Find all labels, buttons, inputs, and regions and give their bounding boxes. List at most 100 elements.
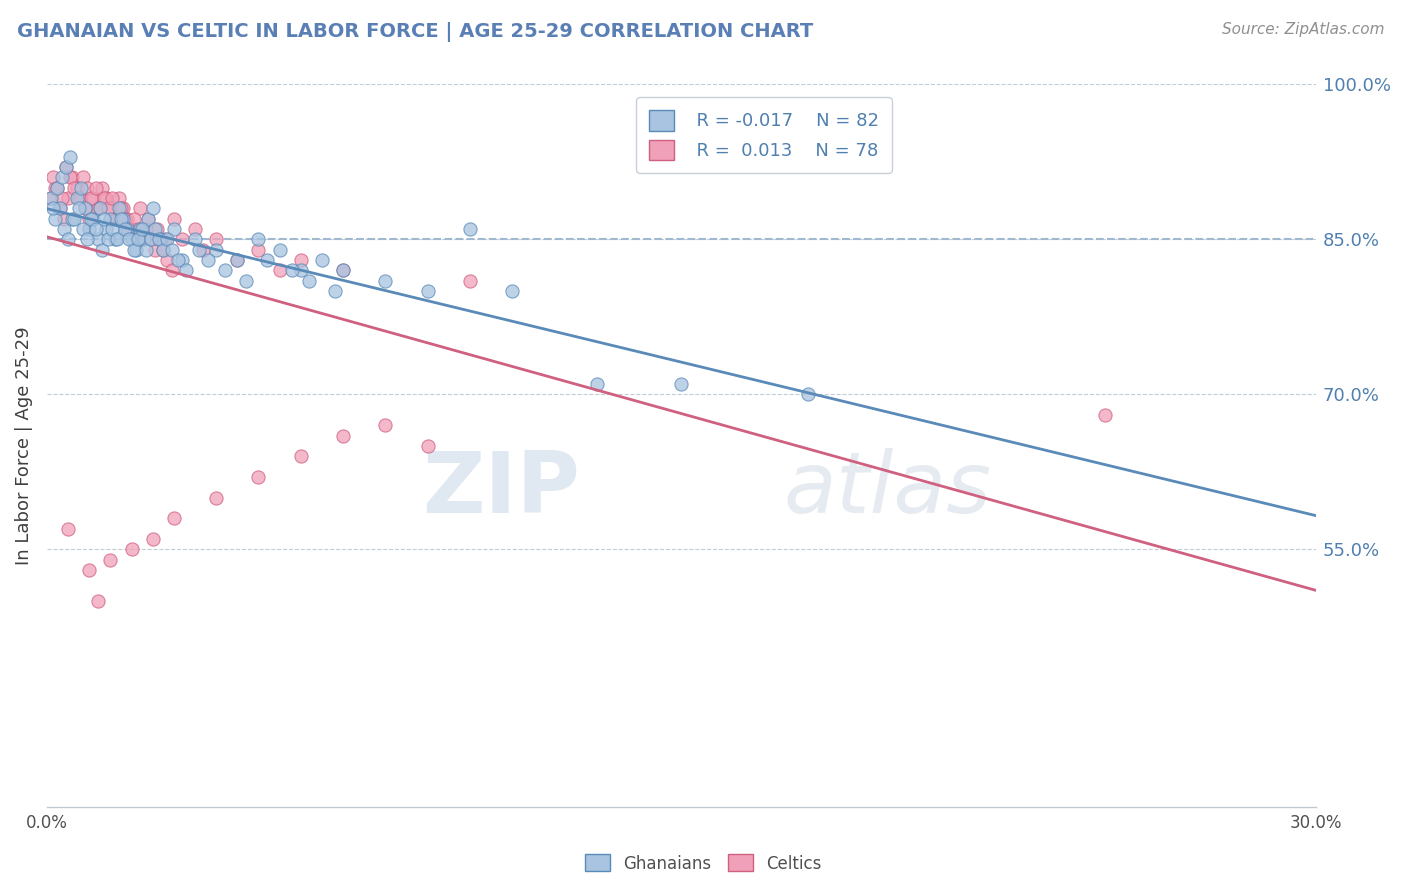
Point (129, 222, 152, 236)
Point (103, 232, 125, 246)
Point (80, 211, 103, 226)
Point (118, 222, 141, 236)
Text: Source: ZipAtlas.com: Source: ZipAtlas.com (1222, 22, 1385, 37)
Point (247, 232, 270, 246)
Point (101, 191, 124, 205)
Point (121, 222, 143, 236)
Point (135, 243, 157, 257)
Point (103, 211, 125, 226)
Point (94, 222, 117, 236)
Point (72, 170, 94, 185)
Point (105, 232, 128, 246)
Point (76, 232, 98, 246)
Point (226, 253, 249, 268)
Point (184, 232, 207, 246)
Point (60, 211, 83, 226)
Point (138, 211, 160, 226)
Point (160, 263, 183, 277)
Point (51, 191, 73, 205)
Point (46, 180, 69, 194)
Point (172, 253, 194, 268)
Point (148, 232, 170, 246)
Point (256, 253, 278, 268)
Point (72, 222, 94, 236)
Point (148, 232, 170, 246)
Point (586, 376, 609, 391)
Point (77, 222, 100, 236)
Point (121, 232, 143, 246)
Point (69, 191, 91, 205)
Point (269, 263, 291, 277)
Point (48, 202, 70, 216)
Point (146, 222, 169, 236)
Point (172, 232, 194, 246)
Point (155, 232, 177, 246)
Point (67, 202, 90, 216)
Point (176, 263, 198, 277)
Point (110, 202, 132, 216)
Point (77, 211, 100, 226)
Point (77, 563, 100, 577)
Point (290, 450, 312, 464)
Point (76, 180, 98, 194)
Point (134, 232, 156, 246)
Point (93, 191, 115, 205)
Point (374, 274, 396, 288)
Point (52, 211, 75, 226)
Point (44, 211, 66, 226)
Point (139, 232, 162, 246)
Point (82, 211, 104, 226)
Point (163, 222, 186, 236)
Point (42, 170, 65, 185)
Point (143, 243, 166, 257)
Point (332, 263, 354, 277)
Point (86, 232, 108, 246)
Point (52, 222, 75, 236)
Point (39, 191, 62, 205)
Point (86, 594, 108, 608)
Point (118, 232, 141, 246)
Point (247, 470, 270, 484)
Point (122, 243, 145, 257)
Point (142, 532, 165, 546)
Point (84, 222, 107, 236)
Point (73, 202, 96, 216)
Point (127, 232, 149, 246)
Point (152, 243, 174, 257)
Point (69, 180, 91, 194)
Point (63, 180, 86, 194)
Point (290, 253, 312, 268)
Point (108, 191, 131, 205)
Point (117, 211, 139, 226)
Point (332, 428, 354, 442)
Point (65, 191, 87, 205)
Legend: Ghanaians, Celtics: Ghanaians, Celtics (578, 847, 828, 880)
Point (56, 522, 79, 536)
Point (42, 202, 65, 216)
Point (55, 160, 77, 174)
Point (188, 243, 211, 257)
Point (160, 243, 183, 257)
Point (80, 191, 103, 205)
Point (1094, 408, 1116, 422)
Point (193, 243, 215, 257)
Point (127, 222, 149, 236)
Point (139, 232, 162, 246)
Point (184, 222, 207, 236)
Point (89, 202, 111, 216)
Point (125, 243, 148, 257)
Point (131, 222, 153, 236)
Text: atlas: atlas (783, 448, 991, 531)
Point (247, 243, 270, 257)
Point (131, 232, 153, 246)
Point (114, 222, 136, 236)
Point (65, 180, 87, 194)
Point (114, 211, 136, 226)
Point (112, 211, 135, 226)
Point (142, 202, 165, 216)
Point (143, 222, 166, 236)
Point (73, 202, 96, 216)
Point (122, 211, 145, 226)
Point (105, 211, 128, 226)
Point (226, 253, 249, 268)
